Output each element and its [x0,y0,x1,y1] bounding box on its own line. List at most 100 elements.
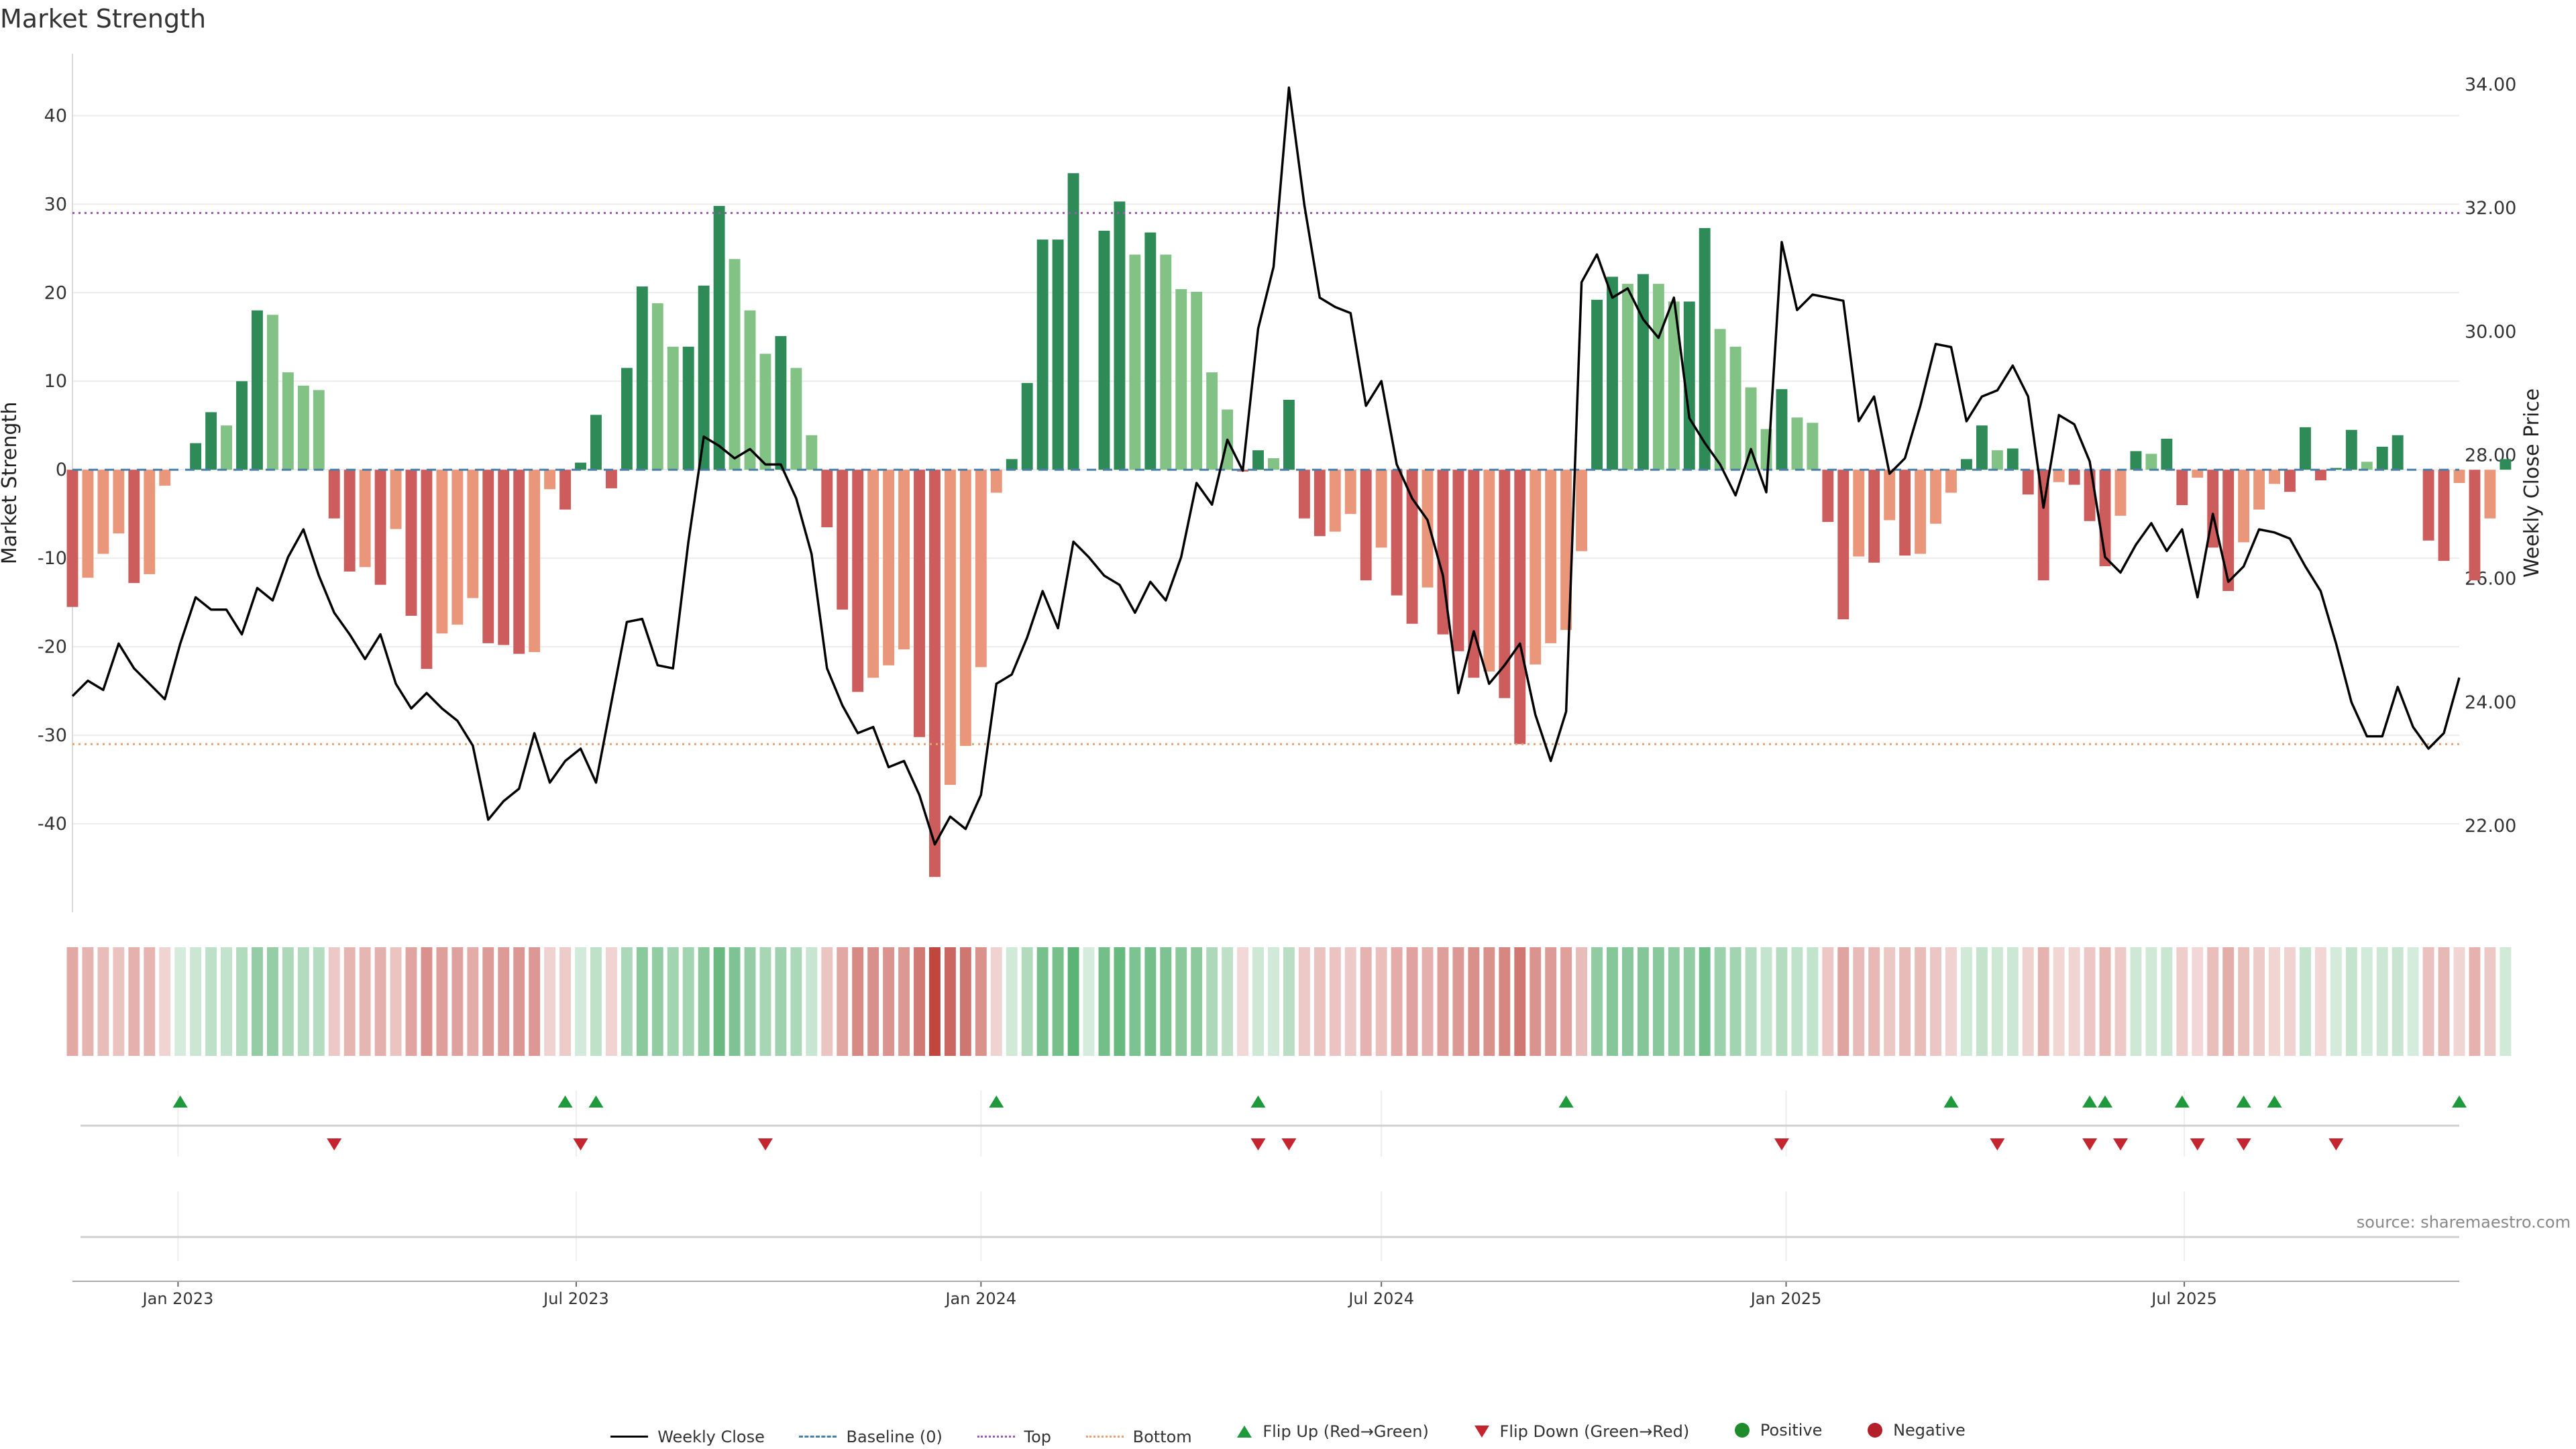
strength-bar [1252,450,1264,470]
heat-cell [1683,947,1695,1056]
line-swatch-icon [610,1436,649,1438]
heat-cell [144,947,156,1056]
heat-cell [1283,947,1295,1056]
heat-cell [1791,947,1803,1056]
strength-bar [2376,446,2388,470]
y2-tick-label: 30.00 [2465,321,2516,342]
heat-cell [2345,947,2357,1056]
heat-cell [1298,947,1310,1056]
strength-bar [605,470,617,488]
strength-bar [1560,470,1572,631]
strength-bar [1021,382,1033,470]
strength-bar [2053,470,2065,482]
dotted-swatch-icon [977,1436,1015,1438]
strength-bar [821,470,833,527]
strength-bar [636,286,648,470]
heat-cell [1191,947,1203,1056]
strength-bar [837,470,849,610]
strength-bar [867,470,879,678]
y2-tick-label: 32.00 [2465,198,2516,219]
strength-bar [2392,435,2404,470]
heat-cell [1868,947,1880,1056]
heat-cell [390,947,402,1056]
strength-bar [359,470,371,568]
strength-bar [1745,387,1757,470]
flip-down-marker [1774,1138,1789,1150]
y-tick-label: -40 [38,814,67,835]
heat-cell [1560,947,1572,1056]
strength-bar [1683,301,1695,470]
heat-cell [1499,947,1511,1056]
y-tick-label: -10 [38,548,67,569]
strength-bar [1714,329,1726,470]
heat-cell [2176,947,2188,1056]
heat-cell [1899,947,1911,1056]
heat-cell [1822,947,1834,1056]
heat-cell [282,947,294,1056]
legend-flip-up: Flip Up (Red→Green) [1226,1422,1429,1441]
strength-bar [944,470,956,785]
heat-cell [1375,947,1387,1056]
heat-cell [2207,947,2219,1056]
strength-bar [1499,470,1511,698]
strength-bar [1776,389,1788,470]
heat-cell [374,947,386,1056]
heat-cell [575,947,586,1056]
legend-positive: Positive [1724,1421,1822,1440]
heat-cell [1421,947,1434,1056]
weekly-close-line [71,86,2461,846]
heat-cell [790,947,802,1056]
strength-bar [66,470,78,607]
heat-cell [898,947,910,1056]
strength-bar [1406,470,1418,624]
strength-bar [2238,470,2250,543]
source-label: source: sharemaestro.com [2356,1213,2571,1232]
heat-cell [759,947,771,1056]
heat-cell [1884,947,1896,1056]
y-tick-label: 0 [56,460,67,480]
dash-swatch-icon [799,1436,837,1438]
heat-cell [2037,947,2049,1056]
heat-cell [266,947,278,1056]
heat-cell [821,947,833,1056]
strength-bar [790,368,802,470]
heat-cell [2006,947,2019,1056]
heat-cell [2284,947,2296,1056]
heat-cell [1545,947,1557,1056]
heat-cell [1714,947,1726,1056]
strength-bar [1545,470,1557,643]
heat-cell [1313,947,1326,1056]
strength-bar [1668,301,1680,470]
heat-cell [2253,947,2265,1056]
heat-cell [1175,947,1187,1056]
strength-bar [1930,470,1941,524]
flip-down-marker [327,1138,342,1150]
heat-cell [2145,947,2157,1056]
strength-bar [421,470,433,669]
heat-cell [1160,947,1172,1056]
flip-up-marker [2236,1095,2251,1108]
strength-bar [1052,239,1064,470]
strength-bar [2345,429,2357,470]
strength-bar [436,470,448,634]
heat-cell [2130,947,2142,1056]
strength-bar [2361,462,2373,470]
heat-cell [1237,947,1249,1056]
heat-cell [651,947,663,1056]
strength-bar [806,435,818,470]
heat-cell [359,947,371,1056]
flip-up-marker [2098,1095,2113,1108]
strength-bar [929,470,941,877]
dotted-swatch-icon [1085,1436,1124,1438]
heat-cell [590,947,602,1056]
strength-bar [990,470,1002,493]
x-tick-label: Jan 2024 [944,1289,1016,1308]
strength-bar [2253,470,2265,510]
heat-cell [1052,947,1064,1056]
strength-bar [1837,470,1849,620]
strength-bar [1483,470,1495,672]
flip-up-marker [1943,1095,1959,1108]
heat-cell [559,947,571,1056]
strength-bar [1514,470,1526,745]
strength-bar [2192,470,2204,478]
